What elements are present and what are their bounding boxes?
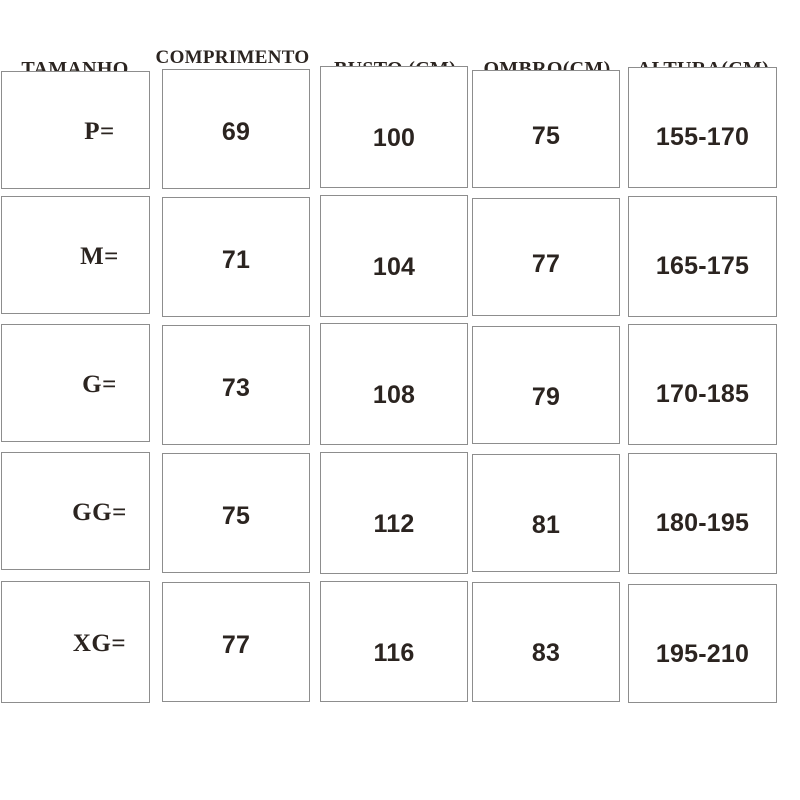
table-cell-value: 180-195 xyxy=(655,509,750,537)
table-cell-value: 69 xyxy=(221,118,251,146)
table-cell-size-3: G= xyxy=(1,324,150,442)
table-cell-comprimento-3: 73 xyxy=(162,325,310,445)
table-cell-value: M= xyxy=(80,243,119,270)
table-cell-value: 100 xyxy=(372,124,416,152)
table-cell-busto-1: 100 xyxy=(320,66,468,188)
table-cell-ombro-1: 75 xyxy=(472,70,620,188)
table-cell-busto-2: 104 xyxy=(320,195,468,317)
table-cell-value: 77 xyxy=(531,250,561,278)
table-cell-comprimento-4: 75 xyxy=(162,453,310,573)
table-cell-busto-3: 108 xyxy=(320,323,468,445)
table-cell-value: P= xyxy=(84,118,115,145)
table-cell-comprimento-2: 71 xyxy=(162,197,310,317)
table-cell-size-1: P= xyxy=(1,71,150,189)
table-cell-ombro-4: 81 xyxy=(472,454,620,572)
table-cell-comprimento-5: 77 xyxy=(162,582,310,702)
table-cell-altura-2: 165-175 xyxy=(628,196,777,317)
table-cell-size-4: GG= xyxy=(1,452,150,570)
table-cell-value: 75 xyxy=(531,122,561,150)
table-cell-altura-1: 155-170 xyxy=(628,67,777,188)
table-cell-ombro-2: 77 xyxy=(472,198,620,316)
table-cell-value: XG= xyxy=(72,630,127,657)
table-cell-ombro-5: 83 xyxy=(472,582,620,702)
table-cell-value: 81 xyxy=(531,511,561,539)
table-cell-value: 112 xyxy=(373,510,415,538)
table-cell-busto-5: 116 xyxy=(320,581,468,702)
table-cell-altura-3: 170-185 xyxy=(628,324,777,445)
table-cell-value: G= xyxy=(82,371,117,398)
table-cell-value: 104 xyxy=(372,253,416,281)
table-cell-value: 155-170 xyxy=(655,123,750,151)
column-header-comprimento-line1: COMPRIMENTO xyxy=(155,46,310,68)
table-cell-size-5: XG= xyxy=(1,581,150,703)
table-cell-value: 77 xyxy=(221,631,251,659)
table-cell-busto-4: 112 xyxy=(320,452,468,574)
table-cell-value: GG= xyxy=(72,499,127,526)
table-cell-value: 79 xyxy=(531,383,561,411)
table-cell-value: 116 xyxy=(373,639,415,667)
table-cell-value: 83 xyxy=(531,639,561,667)
table-cell-comprimento-1: 69 xyxy=(162,69,310,189)
table-cell-value: 75 xyxy=(221,502,251,530)
table-cell-value: 165-175 xyxy=(655,252,750,280)
table-cell-ombro-3: 79 xyxy=(472,326,620,444)
table-cell-altura-5: 195-210 xyxy=(628,584,777,703)
table-cell-value: 170-185 xyxy=(655,380,750,408)
table-cell-altura-4: 180-195 xyxy=(628,453,777,574)
table-cell-value: 195-210 xyxy=(655,640,750,668)
table-cell-size-2: M= xyxy=(1,196,150,314)
table-cell-value: 108 xyxy=(372,381,416,409)
table-cell-value: 73 xyxy=(221,374,251,402)
table-cell-value: 71 xyxy=(221,246,251,274)
